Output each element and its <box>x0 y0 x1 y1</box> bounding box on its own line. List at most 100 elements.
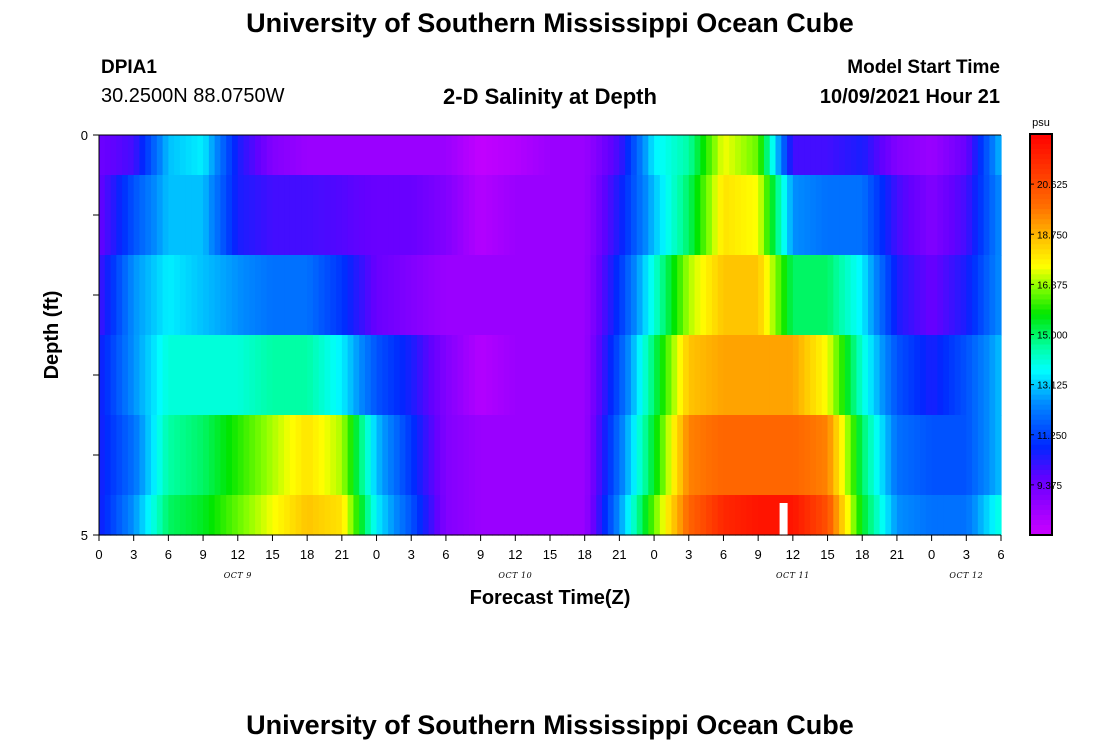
heatmap-cell <box>908 135 915 176</box>
heatmap-cell <box>735 175 742 256</box>
colorbar-segment <box>1030 304 1052 311</box>
heatmap-cell <box>364 415 372 496</box>
heatmap-cell <box>567 495 574 536</box>
heatmap-cell <box>168 255 175 336</box>
heatmap-cell <box>920 255 927 336</box>
plot-title: 2-D Salinity at Depth <box>443 84 657 109</box>
heatmap-cell <box>856 495 863 536</box>
heatmap-cell <box>937 495 944 536</box>
heatmap-cell <box>359 415 366 496</box>
heatmap-cell <box>278 255 285 336</box>
heatmap-cell <box>896 495 904 536</box>
heatmap-cell <box>417 255 424 336</box>
heatmap-cell <box>191 495 198 536</box>
heatmap-cell <box>584 255 592 336</box>
colorbar-segment <box>1030 499 1052 506</box>
heatmap-cell <box>370 255 378 336</box>
heatmap-cell <box>428 135 435 176</box>
heatmap-cell <box>370 495 378 536</box>
heatmap-cell <box>434 255 441 336</box>
heatmap-cell <box>781 255 788 336</box>
heatmap-cell <box>763 135 771 176</box>
heatmap-cell <box>411 415 418 496</box>
colorbar-segment <box>1030 449 1052 456</box>
heatmap-cell <box>336 255 343 336</box>
heatmap-cell <box>174 415 181 496</box>
heatmap-cell <box>584 335 592 416</box>
heatmap-cell <box>584 135 592 176</box>
heatmap-cell <box>740 495 748 536</box>
colorbar-segment <box>1030 349 1052 356</box>
heatmap-cell <box>544 415 551 496</box>
heatmap-cell <box>341 335 349 416</box>
heatmap-cell <box>613 175 620 256</box>
heatmap-cell <box>214 495 222 536</box>
heatmap-cell <box>954 255 962 336</box>
heatmap-cell <box>179 255 187 336</box>
heatmap-cell <box>769 135 777 176</box>
heatmap-cell <box>168 335 175 416</box>
heatmap-cell <box>833 335 840 416</box>
heatmap-cell <box>827 415 834 496</box>
heatmap-cell <box>694 495 701 536</box>
heatmap-cell <box>347 415 355 496</box>
colorbar-segment <box>1030 344 1052 351</box>
heatmap-cell <box>214 135 222 176</box>
heatmap-cell <box>896 175 904 256</box>
heatmap-cell <box>868 335 875 416</box>
heatmap-cell <box>711 255 719 336</box>
heatmap-cell <box>804 255 811 336</box>
heatmap-cell <box>463 175 470 256</box>
colorbar-segment <box>1030 469 1052 476</box>
heatmap-cell <box>682 175 690 256</box>
heatmap-cell <box>821 175 829 256</box>
bottom-title: University of Southern Mississippi Ocean… <box>246 710 854 740</box>
heatmap-cell <box>891 335 898 416</box>
x-tick-label: 9 <box>199 547 206 562</box>
heatmap-cell <box>284 175 291 256</box>
heatmap-cell <box>220 495 227 536</box>
heatmap-cell <box>434 335 441 416</box>
colorbar-segment <box>1030 379 1052 386</box>
heatmap-cell <box>729 135 736 176</box>
heatmap-cell <box>330 495 337 536</box>
heatmap-cell <box>775 495 782 536</box>
x-tick-label: 9 <box>477 547 484 562</box>
x-tick-label: 21 <box>335 547 349 562</box>
heatmap-cell <box>630 335 638 416</box>
heatmap-cell <box>359 255 366 336</box>
heatmap-cell <box>752 175 759 256</box>
heatmap-cell <box>995 175 1002 256</box>
heatmap-cell <box>145 335 152 416</box>
x-date-label: OCT 12 <box>949 571 983 580</box>
heatmap-cell <box>688 335 696 416</box>
heatmap-cell <box>168 415 175 496</box>
heatmap-cell <box>445 495 453 536</box>
heatmap-cell <box>862 495 869 536</box>
heatmap-cell <box>203 335 210 416</box>
heatmap-cell <box>428 255 435 336</box>
heatmap-cell <box>619 335 626 416</box>
colorbar-segment <box>1030 189 1052 195</box>
heatmap-cell <box>295 415 302 496</box>
heatmap-cell <box>636 175 644 256</box>
heatmap-cell <box>960 335 967 416</box>
colorbar-segment <box>1030 199 1052 205</box>
heatmap-cell <box>694 335 701 416</box>
heatmap-cell <box>318 415 326 496</box>
heatmap-cell <box>659 415 667 496</box>
x-date-label: OCT 11 <box>776 571 810 580</box>
heatmap-cell <box>428 495 435 536</box>
heatmap-cell <box>868 175 875 256</box>
heatmap-cell <box>457 255 464 336</box>
heatmap-cell <box>492 335 499 416</box>
heatmap-cell <box>440 135 447 176</box>
heatmap-cell <box>550 335 557 416</box>
heatmap-cell <box>613 255 620 336</box>
heatmap-cell <box>815 175 823 256</box>
heatmap-cell <box>301 415 308 496</box>
colorbar-segment <box>1030 414 1052 421</box>
heatmap-cell <box>214 255 222 336</box>
heatmap-cell <box>330 255 337 336</box>
heatmap-cell <box>382 135 389 176</box>
